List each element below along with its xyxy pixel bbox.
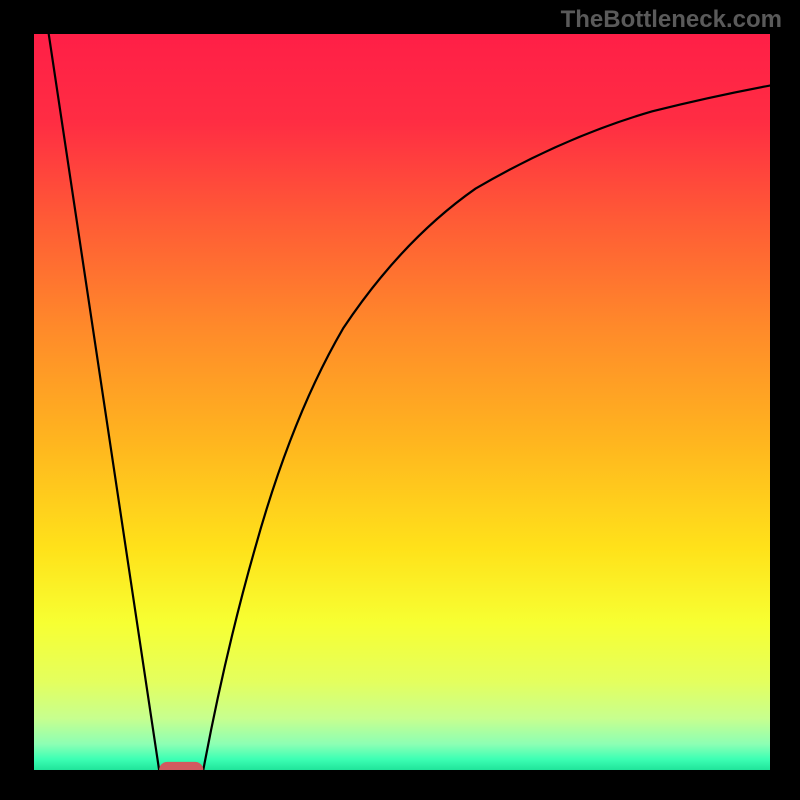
plot-svg [34,34,770,770]
optimum-marker [159,762,203,770]
chart-container: TheBottleneck.com [0,0,800,800]
gradient-background [34,34,770,770]
watermark-text: TheBottleneck.com [561,6,782,34]
plot-area [34,34,770,770]
